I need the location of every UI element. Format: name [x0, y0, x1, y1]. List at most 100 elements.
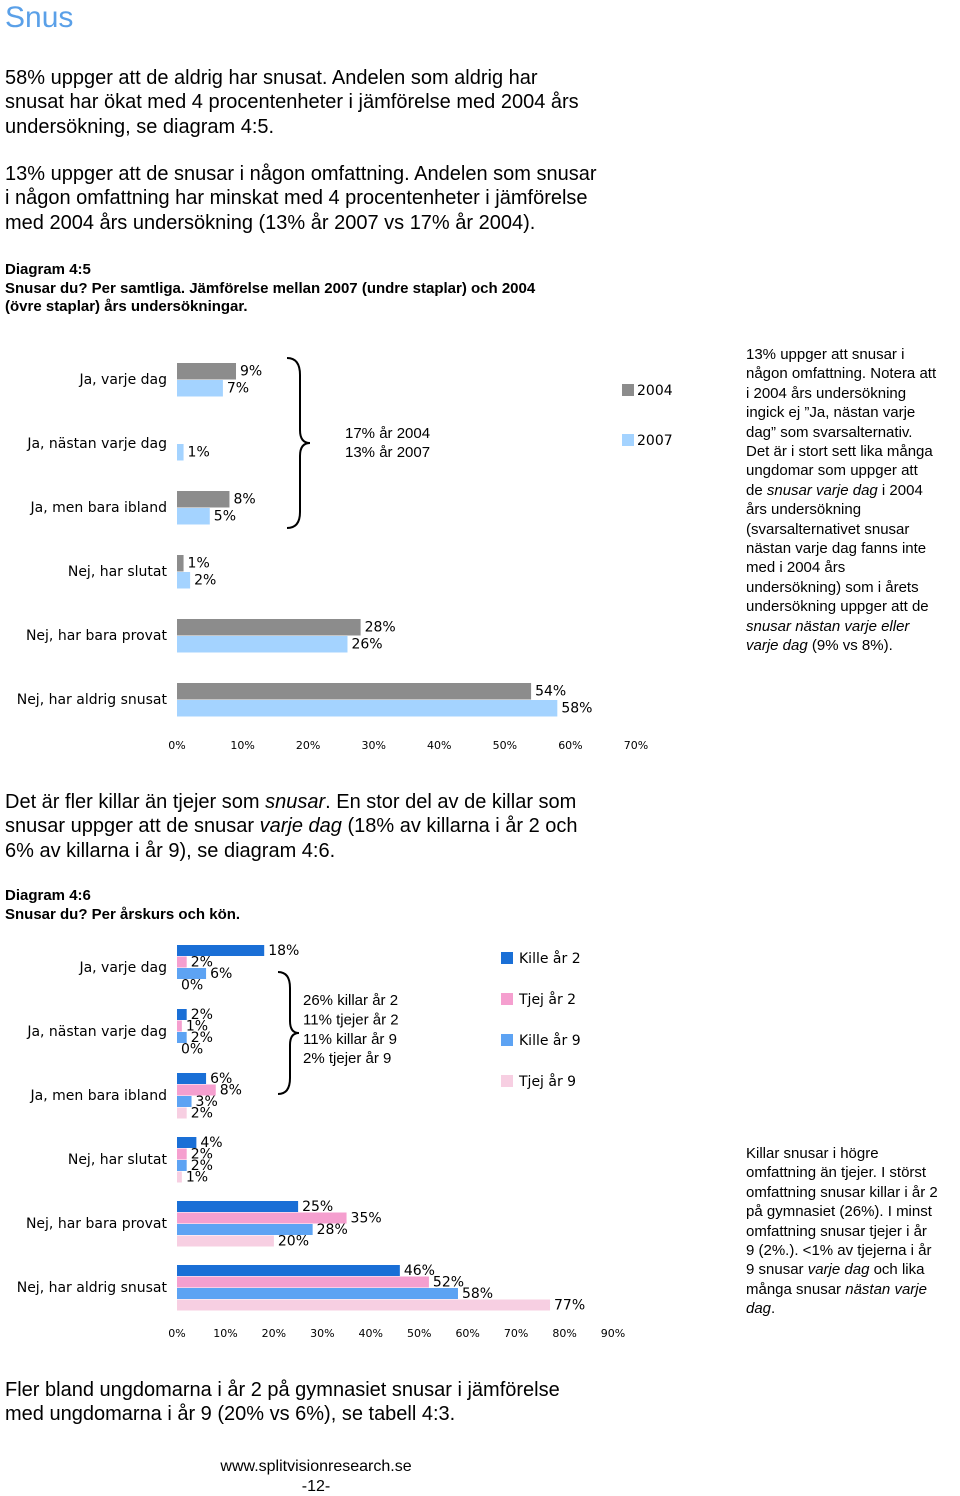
value-label: 77%	[554, 1297, 585, 1313]
value-label: 46%	[404, 1263, 435, 1279]
text-span: snusar varje dag	[766, 481, 878, 499]
legend-label: Kille år 2	[519, 950, 581, 967]
bar	[177, 683, 532, 700]
text-span: varje dag	[746, 637, 808, 655]
text-line: med i 2004 års	[746, 559, 846, 577]
text-line: på gymnasiet (26%). I minst	[746, 1203, 932, 1221]
x-tick-label: 60%	[455, 1327, 479, 1340]
x-tick-label: 40%	[359, 1327, 383, 1340]
value-label: 3%	[196, 1094, 218, 1110]
x-tick-label: 30%	[310, 1327, 334, 1340]
legend-label: 2004	[637, 383, 673, 399]
text-line: ingick ej ”Ja, nästan varje	[746, 404, 916, 422]
y-tick-label: Nej, har bara provat	[26, 1216, 168, 1232]
value-label: 2%	[191, 1105, 213, 1121]
legend-label: Kille år 9	[519, 1032, 581, 1049]
value-label: 2%	[191, 1158, 213, 1174]
annotation: 17% år 2004	[345, 425, 430, 442]
text-span: (9% vs 8%).	[807, 637, 893, 655]
text-span: varje dag	[807, 1261, 870, 1279]
bar	[177, 1073, 207, 1084]
y-tick-label: Ja, men bara ibland	[30, 500, 167, 516]
bar	[177, 555, 184, 572]
bar	[177, 1148, 187, 1160]
bar	[177, 1107, 187, 1119]
value-label: 2%	[191, 1030, 213, 1046]
value-label: 1%	[188, 556, 210, 572]
x-tick-label: 0%	[168, 1327, 185, 1340]
x-tick-label: 70%	[504, 1327, 528, 1340]
legend-swatch	[501, 1075, 513, 1087]
legend-swatch	[501, 993, 513, 1005]
y-tick-label: Nej, har slutat	[68, 1152, 168, 1168]
footer-url: www.splitvisionresearch.se	[220, 1458, 412, 1475]
text-span: . En stor del av de killar som	[325, 791, 577, 813]
text-span: nästan varje	[845, 1280, 927, 1298]
bar	[177, 1224, 313, 1235]
bar	[177, 945, 265, 956]
text-span: 9 snusar	[746, 1261, 808, 1279]
y-tick-label: Ja, men bara ibland	[30, 1088, 167, 1104]
bar	[177, 1212, 347, 1224]
text-line: dag.	[746, 1299, 938, 1318]
text-span: snusar uppger att de snusar	[5, 815, 260, 838]
bar	[177, 636, 348, 653]
value-label: 6%	[210, 1071, 232, 1087]
text-line: Snusar du? Per årskurs och kön.	[5, 905, 241, 923]
text-span: Det är fler killar än tjejer som	[5, 791, 266, 813]
bar	[177, 380, 223, 397]
text-line: Det är i stort sett lika många	[746, 443, 933, 461]
value-label: 58%	[561, 701, 592, 717]
text-line: de snusar varje dag i 2004	[746, 481, 936, 500]
y-tick-label: Nej, har slutat	[68, 564, 168, 580]
text-line: med 2004 års undersökning (13% år 2007 v…	[5, 211, 536, 234]
text-line: Det är fler killar än tjejer som snusar.…	[5, 790, 578, 814]
text-line: många snusar nästan varje	[746, 1280, 938, 1299]
legend-label: Tjej år 2	[518, 991, 576, 1008]
value-label: 4%	[200, 1135, 222, 1151]
text-span: varje dag	[259, 815, 342, 838]
text-span: (18% av killarna i år 2 och	[341, 815, 578, 838]
bar	[177, 363, 237, 380]
value-label: 52%	[433, 1274, 464, 1290]
bar	[177, 700, 558, 717]
bar	[177, 491, 230, 508]
value-label: 7%	[227, 381, 249, 397]
bar	[177, 1288, 458, 1299]
text-line: med ungdomarna i år 9 (20% vs 6%), se ta…	[5, 1403, 456, 1426]
value-label: 2%	[191, 954, 213, 970]
value-label: 1%	[188, 445, 210, 461]
text-line: Diagram 4:5	[5, 261, 91, 278]
text-span: i 2004	[877, 481, 923, 499]
value-label: 1%	[186, 1169, 208, 1185]
page-title: Snus	[5, 1, 74, 34]
x-tick-label: 70%	[624, 739, 648, 752]
y-tick-label: Nej, har aldrig snusat	[17, 1280, 168, 1296]
value-label: 18%	[268, 943, 299, 959]
side-note: 13% uppger att snusar i någon omfattning.…	[746, 345, 936, 656]
text-line: (svarsalternativet snusar	[746, 520, 910, 538]
bar	[177, 1137, 197, 1148]
legend-label: 2007	[637, 433, 673, 449]
bar	[177, 1096, 192, 1107]
text-line: snusar nästan varje eller	[746, 617, 936, 636]
value-label: 28%	[317, 1222, 348, 1238]
text-line: undersökning) som i årets	[746, 578, 919, 596]
text-span: dag	[746, 1300, 772, 1318]
text-line: Fler bland ungdomarna i år 2 på gymnasie…	[5, 1379, 560, 1401]
text-line: 13% uppger att snusar i	[746, 346, 905, 363]
bar	[177, 1201, 299, 1212]
text-line: i någon omfattning har minskat med 4 pro…	[5, 187, 588, 210]
value-label: 8%	[220, 1082, 242, 1098]
value-label: 54%	[535, 684, 566, 700]
y-tick-label: Nej, har bara provat	[26, 628, 168, 644]
text-line: 9 (2%.). <1% av tjejerna i år	[746, 1242, 932, 1260]
text-line: 6% av killarna i år 9), se diagram 4:6.	[5, 839, 336, 862]
value-label: 8%	[233, 492, 255, 508]
bar	[177, 619, 361, 636]
x-tick-label: 60%	[558, 739, 582, 752]
bar	[177, 968, 207, 979]
text-line: i 2004 års undersökning	[746, 384, 907, 402]
text-line: 13% uppger att de snusar i någon omfattn…	[5, 163, 597, 185]
brace	[277, 971, 300, 1095]
